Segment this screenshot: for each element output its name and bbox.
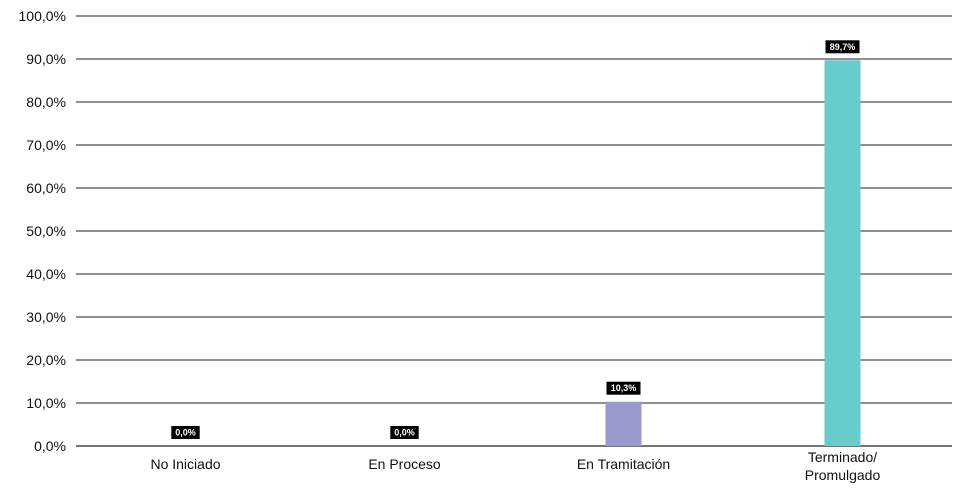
y-tick-label: 100,0% [19,8,66,24]
y-tick-label: 60,0% [26,180,66,196]
x-category-label: No Iniciado [150,456,220,472]
data-label: 89,7% [825,40,860,54]
data-label-background [825,40,860,54]
gridlines [76,15,952,447]
x-category-label: Terminado/ [808,449,877,465]
data-label: 10,3% [606,381,641,395]
data-label-background [171,426,200,439]
y-tick-label: 10,0% [26,395,66,411]
y-tick-label: 30,0% [26,309,66,325]
data-labels: 0,0% 0,0% 10,3% 89,7% [171,40,860,439]
y-tick-label: 70,0% [26,137,66,153]
data-label: 0,0% [390,426,419,439]
x-axis-category-labels: No Iniciado En Proceso En Tramitación Termi… [150,449,880,483]
y-axis-tick-labels: 0,0% 10,0% 20,0% 30,0% 40,0% 50,0% 60,0% 70,0% 8… [19,8,66,454]
data-label-text: 0,0% [175,428,196,438]
x-category-label: En Tramitación [577,456,670,472]
data-label: 0,0% [171,426,200,439]
data-label-text: 89,7% [830,42,856,52]
x-category-label: En Proceso [368,456,441,472]
bar [824,60,861,446]
y-tick-label: 40,0% [26,266,66,282]
y-tick-label: 20,0% [26,352,66,368]
x-category-label: Promulgado [805,467,881,483]
y-tick-label: 50,0% [26,223,66,239]
data-label-text: 10,3% [611,383,637,393]
bar [605,401,642,446]
y-tick-label: 0,0% [34,438,66,454]
data-label-background [390,426,419,439]
data-label-background [606,381,641,395]
y-tick-label: 90,0% [26,51,66,67]
y-tick-label: 80,0% [26,94,66,110]
data-label-text: 0,0% [394,428,415,438]
bars [605,60,861,446]
